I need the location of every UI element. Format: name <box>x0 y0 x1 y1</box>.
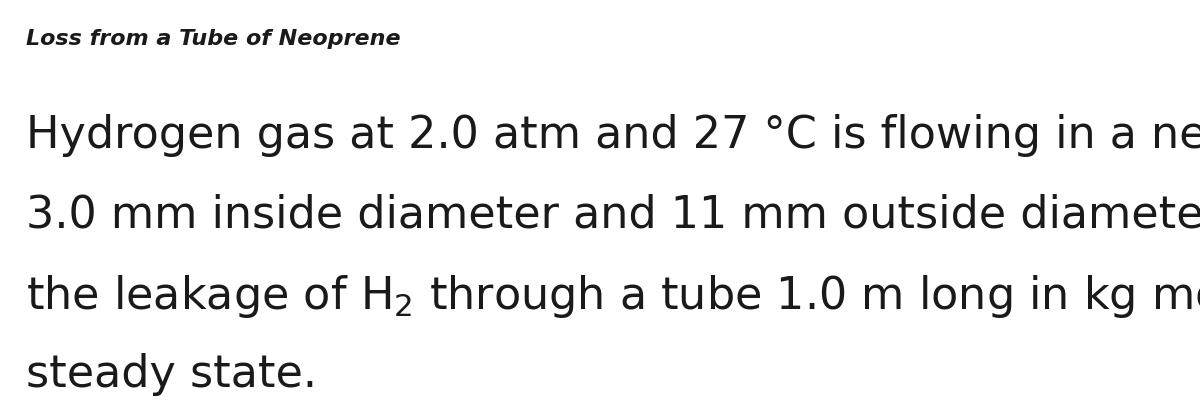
Text: 3.0 mm inside diameter and 11 mm outside diameter. Calculate: 3.0 mm inside diameter and 11 mm outside… <box>26 194 1200 237</box>
Text: Hydrogen gas at 2.0 atm and 27 °C is flowing in a neoprene tube: Hydrogen gas at 2.0 atm and 27 °C is flo… <box>26 114 1200 157</box>
Text: Loss from a Tube of Neoprene: Loss from a Tube of Neoprene <box>26 29 401 49</box>
Text: the leakage of H$_2$ through a tube 1.0 m long in kg mol H$_2$/s at: the leakage of H$_2$ through a tube 1.0 … <box>26 273 1200 320</box>
Text: steady state.: steady state. <box>26 353 317 396</box>
